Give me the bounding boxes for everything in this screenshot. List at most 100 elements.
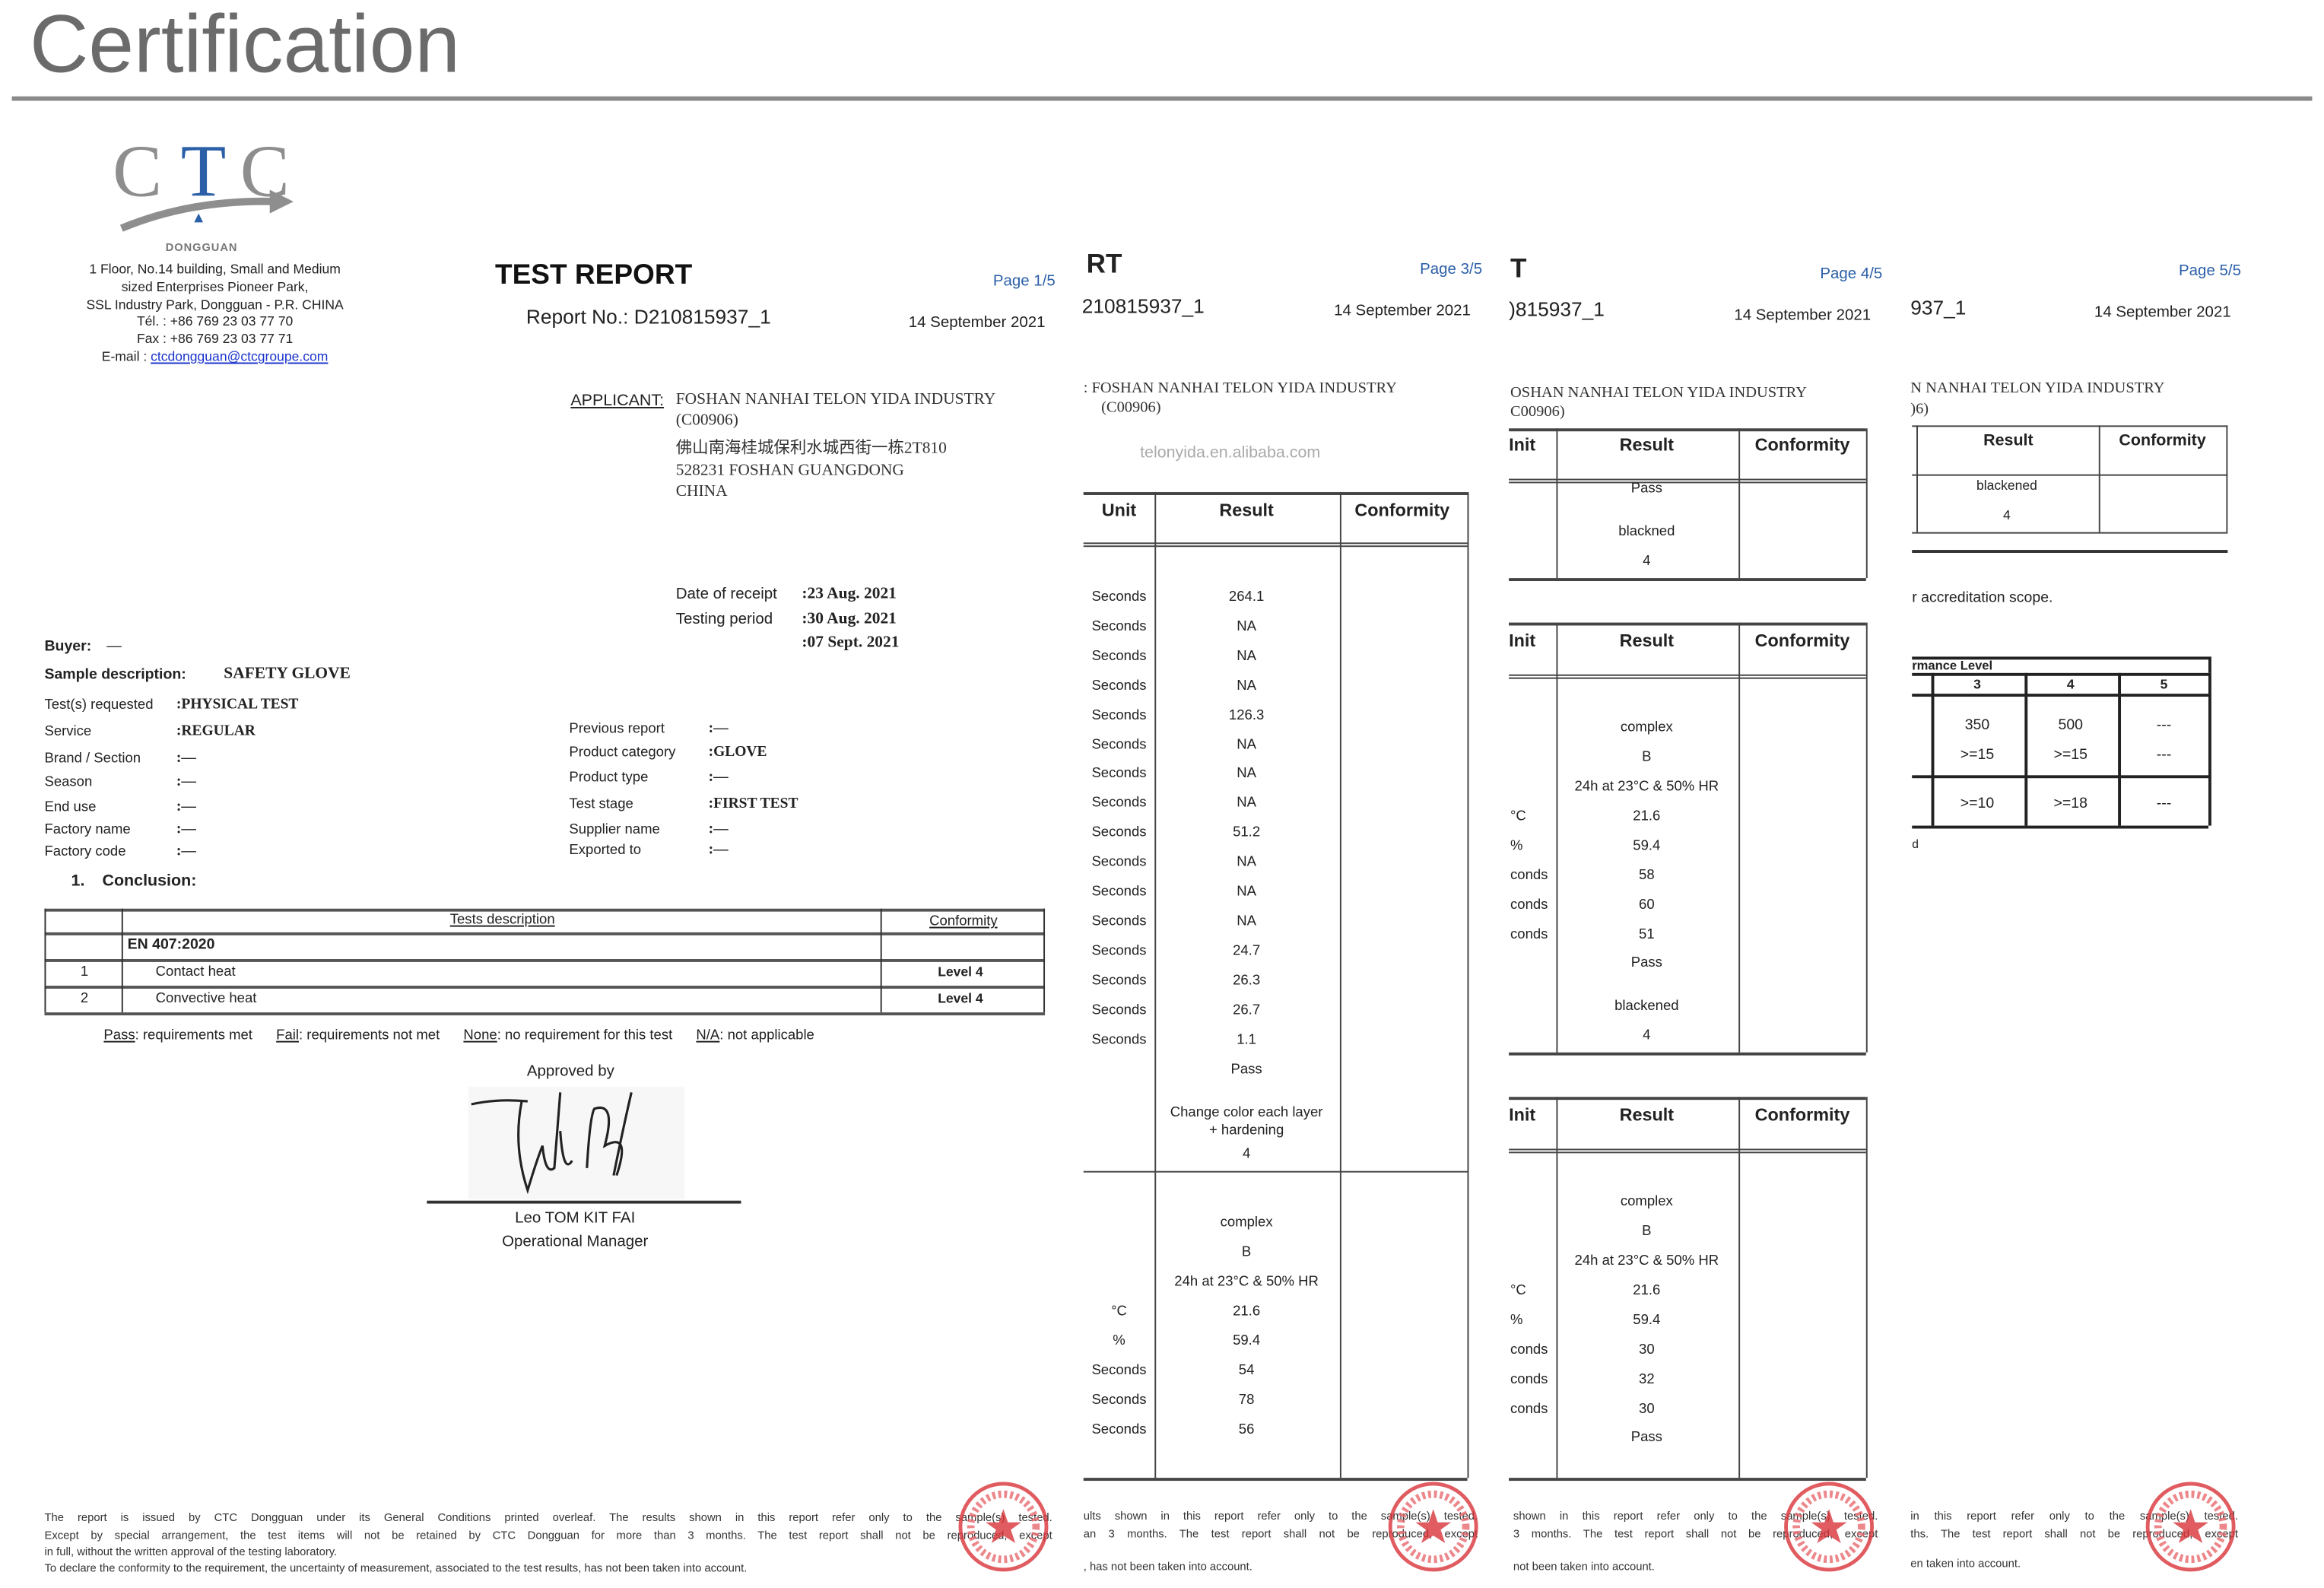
result-cell: blackened [1614,998,1679,1015]
unit-cell: °C [1510,1282,1526,1299]
legend: Pass: requirements met Fail: requirements… [103,1029,814,1043]
result-cell: NA [1237,795,1256,812]
unit-cell: Seconds [1091,1362,1147,1380]
p4-report-number: )815937_1 [1509,298,1605,321]
approved-by: Approved by [526,1062,614,1081]
conclusion-heading: Conclusion: [102,872,197,891]
result-cell: Change color each layer [1170,1104,1323,1121]
table-col [880,908,883,1013]
footer-line: en taken into account. [1910,1556,2021,1571]
table-col [1738,622,1741,1053]
result-cell: 21.6 [1633,808,1661,825]
legend-text: : no requirement for this test [497,1027,673,1044]
table-col [1865,1097,1868,1478]
col-header-result: Result [1219,499,1274,521]
result-cell: 24h at 23°C & 50% HR [1574,778,1719,796]
unit-cell: Seconds [1091,942,1147,960]
field-value: :— [176,843,196,860]
applicant-line: 528231 FOSHAN GUANGDONG [675,462,904,480]
p5-accreditation-note: r accreditation scope. [1912,589,2053,607]
field-label: Factory code [44,843,126,860]
buyer-label: Buyer: [44,639,92,656]
result-cell: Pass [1630,1429,1662,1446]
footer-line: The report is issued by CTC Dongguan und… [44,1510,1052,1524]
applicant-line: )6) [1910,401,1929,418]
logo-t: T [180,129,227,212]
result-cell: 21.6 [1233,1303,1261,1320]
result-cell: 58 [1639,867,1655,885]
perf-rule [1912,694,2209,697]
result-cell: 21.6 [1633,1282,1661,1299]
legend-text: : requirements met [135,1027,252,1044]
perf-rule [1912,775,2209,778]
field-label: Factory name [44,821,131,838]
table-rule [1083,545,1468,548]
col-header-conformity: Conformity [1754,434,1850,456]
table-rule [44,932,1046,935]
table-col [1556,1097,1558,1478]
field-value: :— [176,799,196,815]
perf-rule [1912,672,2209,676]
table-rule [1509,1151,1866,1154]
applicant-line: C00906) [1510,404,1565,421]
row-description: Convective heat [155,990,257,1007]
perf-level: 3 [1973,675,1981,691]
legend-text: : not applicable [719,1027,814,1044]
table-rule [44,986,1046,989]
result-cell: 59.4 [1633,837,1661,855]
footer-line: ults shown in this report refer only to … [1083,1509,1478,1523]
row-number: 2 [80,990,89,1007]
address-line: 1 Floor, No.14 building, Small and Mediu… [89,261,341,277]
table-col [121,908,124,1013]
table-col [1916,425,1919,532]
footer-line: in full, without the written approval of… [44,1545,338,1558]
unit-cell: Seconds [1091,589,1147,605]
perf-cell: >=15 [2053,747,2087,764]
p5-rule [1912,550,2228,553]
unit-cell: conds [1510,926,1548,944]
unit-cell: °C [1111,1303,1127,1320]
unit-cell: °C [1510,808,1526,825]
result-cell: 264.1 [1228,589,1265,605]
legend-key: N/A [696,1027,720,1044]
field-value: :PHYSICAL TEST [176,697,299,713]
conclusion-number: 1. [71,872,85,891]
field-label: Product category [569,744,676,761]
result-cell: 60 [1639,897,1655,914]
table-col [44,908,46,1013]
unit-cell: % [1113,1332,1125,1350]
perf-col [2208,672,2211,826]
testing-start: :30 Aug. 2021 [802,610,897,628]
field-label: Brand / Section [44,750,141,767]
result-cell: 59.4 [1633,1312,1661,1329]
p3-report-number: 210815937_1 [1081,295,1205,318]
result-cell: NA [1237,913,1256,930]
field-label: Test(s) requested [44,697,154,713]
col-header-conformity: Conformity [2119,432,2206,450]
page-title: Certification [29,0,460,90]
perf-rule [1912,825,2209,829]
receipt-label: Date of receipt [675,585,777,603]
unit-cell: Seconds [1091,707,1147,723]
result-cell: + hardening [1208,1122,1284,1139]
table-rule [44,1012,1046,1015]
field-label: Exported to [569,842,642,859]
applicant-line: OSHAN NANHAI TELON YIDA INDUSTRY [1510,385,1808,402]
title-rule [11,96,2313,101]
email-link[interactable]: ctcdongguan@ctcgroupe.com [151,348,329,364]
watermark: telonyida.en.alibaba.com [1140,443,1321,462]
result-cell: 4 [2003,507,2011,523]
result-cell: NA [1237,736,1256,753]
legend-item: Pass: requirements met [103,1029,252,1043]
field-value: :— [176,821,196,838]
table-rule [1509,677,1866,679]
unit-cell: Seconds [1091,795,1147,812]
col-header-result: Result [1619,1104,1675,1126]
applicant-line: : FOSHAN NANHAI TELON YIDA INDUSTRY [1083,380,1397,397]
col-header-conformity: Conformity [929,913,998,930]
result-cell: 30 [1639,1401,1655,1418]
result-cell: Pass [1630,954,1662,972]
perf-rule [1912,656,2209,659]
table-rule [1509,481,1866,484]
col-header-result: Result [1619,630,1675,651]
